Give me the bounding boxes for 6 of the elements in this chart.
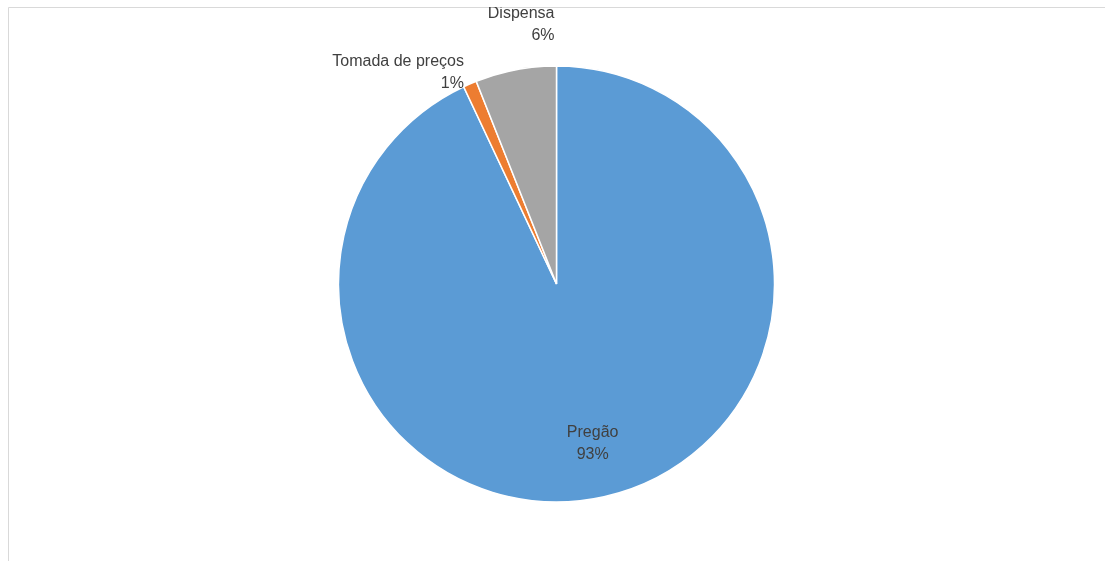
data-label: 1%	[440, 73, 464, 91]
data-label: 6%	[531, 25, 555, 43]
slice-label: Tomada de preços	[332, 51, 464, 69]
data-label: 93%	[576, 444, 609, 462]
slice-label: Pregão	[566, 422, 619, 440]
slice-label: Dispensa	[487, 3, 555, 21]
